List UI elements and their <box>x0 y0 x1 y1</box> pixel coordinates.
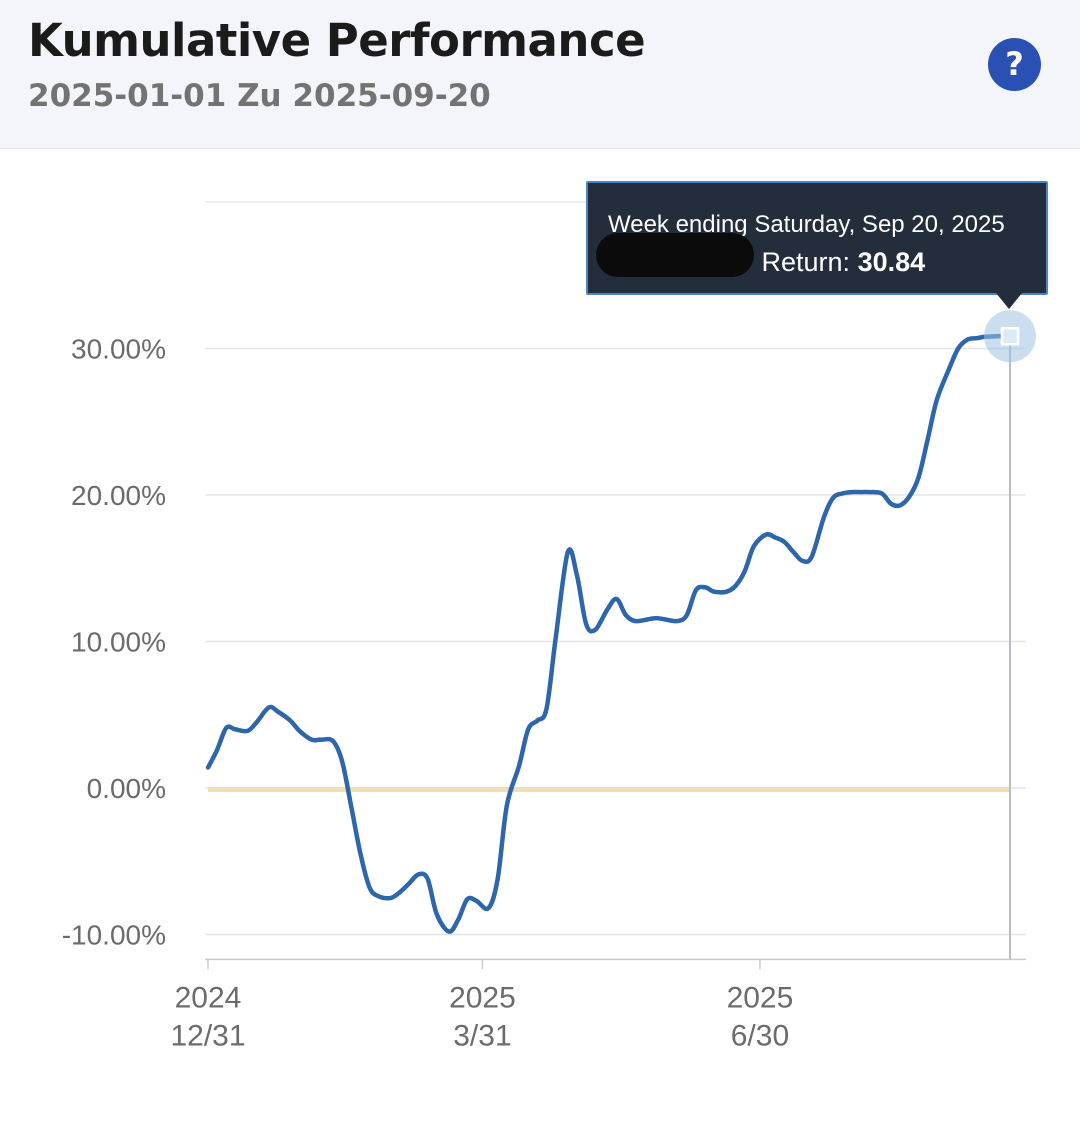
chart-header: Kumulative Performance 2025-01-01 Zu 202… <box>0 0 1080 149</box>
tooltip-return-value: 30.84 <box>857 247 926 277</box>
series-line-return <box>205 333 1013 934</box>
y-tick-label: -10.00% <box>62 920 166 951</box>
x-tick-label-date: 6/30 <box>731 1019 789 1052</box>
y-tick-label: 20.00% <box>71 480 166 511</box>
x-tick-label-date: 12/31 <box>170 1019 245 1052</box>
highlight-point <box>1000 326 1020 346</box>
page-title: Kumulative Performance <box>28 14 646 67</box>
tooltip-return-row: Return: 30.84 <box>596 232 926 278</box>
x-tick-label-year: 2024 <box>175 981 242 1014</box>
y-tick-label: 0.00% <box>87 773 166 804</box>
redacted-series-name <box>596 232 754 277</box>
tooltip-return-label: Return: <box>761 247 851 277</box>
x-tick-label-year: 2025 <box>449 981 516 1014</box>
help-button[interactable]: ? <box>988 38 1041 91</box>
x-tick-label-year: 2025 <box>727 981 794 1014</box>
date-range-subtitle: 2025-01-01 Zu 2025-09-20 <box>28 78 491 114</box>
x-tick-label-date: 3/31 <box>453 1019 511 1052</box>
hover-tooltip: Week ending Saturday, Sep 20, 2025 Retur… <box>586 181 1048 295</box>
tooltip-pointer <box>996 293 1022 309</box>
y-tick-label: 30.00% <box>71 334 166 365</box>
performance-chart: 30.00% 20.00% 10.00% 0.00% -10.00% 2024 12/31 2… <box>62 201 1036 1052</box>
y-tick-label: 10.00% <box>71 627 166 658</box>
